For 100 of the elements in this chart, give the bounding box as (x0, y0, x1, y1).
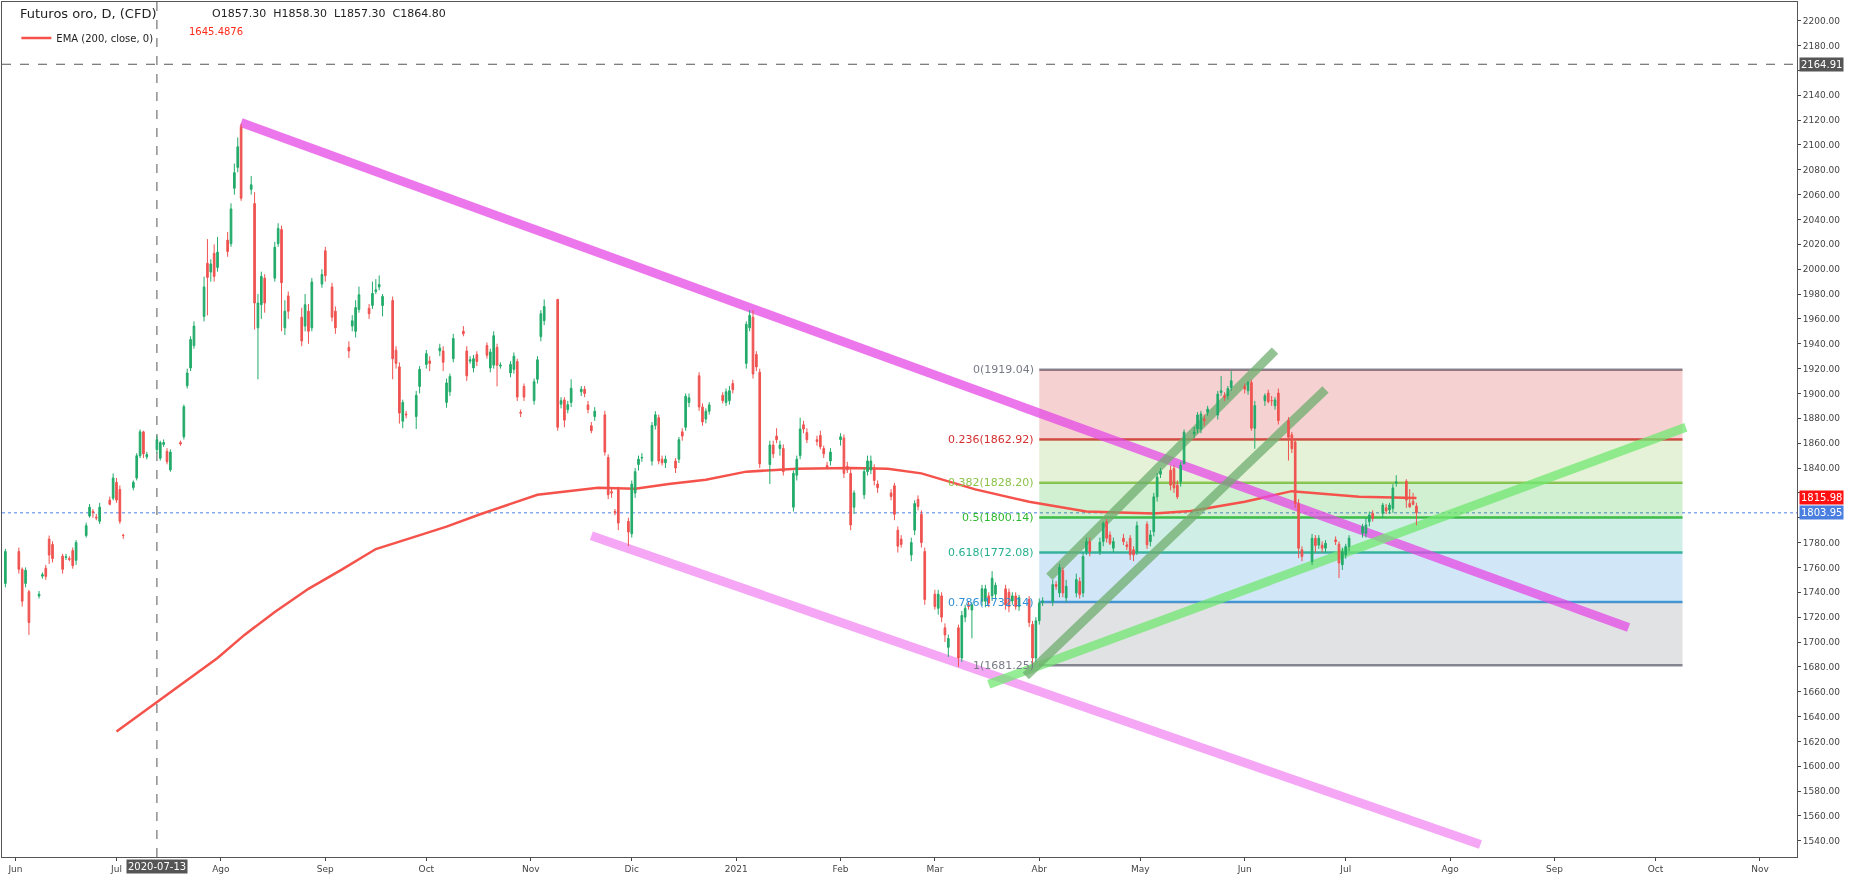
legend-label: EMA (200, close, 0) (56, 32, 154, 44)
candlestick (579, 385, 583, 397)
candlestick (798, 417, 802, 460)
candlestick (829, 447, 832, 467)
candlestick (1317, 534, 1321, 550)
candlestick (569, 378, 573, 408)
candlestick (88, 503, 91, 519)
candlestick (158, 440, 162, 462)
candlestick (522, 383, 526, 402)
candlestick (1088, 537, 1092, 557)
x-tick-label: Dic (624, 863, 640, 874)
x-tick-label: Mar (926, 863, 944, 874)
candlestick (515, 358, 519, 402)
candlestick (1320, 540, 1324, 554)
candlestick (920, 509, 923, 549)
candlestick (933, 589, 937, 611)
y-tick-label: 1640.00 (1802, 711, 1841, 722)
candlestick (603, 410, 607, 457)
candlestick (206, 238, 209, 316)
candlestick (1277, 387, 1280, 426)
candlestick (24, 566, 27, 588)
candlestick (593, 406, 597, 422)
candlestick (276, 222, 280, 248)
candlestick (1384, 503, 1388, 515)
y-tick-label: 1900.00 (1802, 388, 1841, 399)
y-tick-label: 1720.00 (1802, 612, 1841, 623)
y-tick-label: 1600.00 (1802, 761, 1841, 772)
x-tick-label: Jul (110, 863, 122, 874)
candlestick (1273, 396, 1277, 411)
candlestick (98, 502, 101, 525)
y-tick-label: 1940.00 (1802, 338, 1841, 349)
candlestick (428, 355, 432, 372)
y-tick-label: 1980.00 (1802, 289, 1841, 300)
candlestick (418, 365, 421, 394)
x-tick-label: Ago (1441, 863, 1460, 874)
x-tick-label: Jun (7, 863, 23, 874)
candlestick (283, 299, 287, 336)
ref-line-label: 2164.91 (1801, 59, 1843, 70)
candlestick (280, 225, 283, 332)
candlestick (371, 281, 374, 310)
y-tick-label: 2000.00 (1802, 264, 1841, 275)
y-tick-label: 1700.00 (1802, 637, 1841, 648)
y-tick-label: 1680.00 (1802, 662, 1841, 673)
candlestick (216, 236, 219, 273)
candlestick (239, 123, 243, 202)
candlestick (401, 399, 405, 429)
candlestick (1287, 416, 1290, 462)
candlestick (37, 590, 41, 600)
candlestick (778, 440, 782, 457)
candlestick (728, 385, 731, 406)
candlestick (347, 340, 351, 359)
candlestick (1051, 579, 1055, 607)
x-tick-label: Nov (521, 863, 541, 874)
candlestick (940, 591, 943, 623)
candlestick (142, 430, 145, 459)
candlestick (936, 589, 940, 616)
candlestick (27, 589, 31, 636)
y-tick-label: 1740.00 (1802, 587, 1841, 598)
candlestick (71, 547, 75, 570)
candlestick (768, 440, 772, 485)
y-tick-label: 2120.00 (1802, 115, 1841, 126)
candlestick (512, 351, 516, 375)
candlestick (111, 472, 115, 501)
candlestick (74, 539, 78, 566)
candlestick (108, 496, 112, 506)
candlestick (169, 448, 172, 473)
x-tick-label: Jun (1236, 863, 1252, 874)
candlestick (1324, 539, 1327, 554)
y-tick-label: 2040.00 (1802, 214, 1841, 225)
candlestick (91, 508, 95, 519)
candlestick (185, 368, 189, 389)
candlestick (1054, 580, 1058, 591)
candlestick (923, 547, 927, 606)
series-label: 0(1919.04) (973, 363, 1035, 376)
y-tick-label: 2180.00 (1802, 40, 1841, 51)
candlestick (1206, 405, 1209, 417)
candlestick (677, 436, 681, 464)
candlestick (1085, 537, 1088, 556)
candlestick (263, 273, 267, 314)
candlestick (44, 564, 48, 581)
candlestick (758, 368, 762, 469)
candlestick (310, 277, 314, 332)
candlestick (1253, 400, 1257, 450)
candlestick (94, 513, 98, 521)
x-tick-label: Ago (212, 863, 231, 874)
candlestick (947, 634, 950, 658)
candlestick (472, 354, 475, 373)
x-tick-label: Oct (1647, 863, 1664, 874)
x-tick-label: Jul (1339, 863, 1352, 874)
candlestick (1243, 383, 1247, 394)
y-tick-label: 1920.00 (1802, 363, 1841, 374)
y-tick-label: 1760.00 (1802, 562, 1841, 573)
candlestick (519, 409, 522, 418)
candlestick (492, 330, 496, 370)
candlestick (1381, 502, 1385, 519)
candlestick (916, 494, 920, 511)
x-tick-label: Feb (832, 863, 849, 874)
candlestick (559, 396, 563, 409)
candlestick (909, 537, 913, 562)
y-tick-label: 2080.00 (1802, 164, 1841, 175)
